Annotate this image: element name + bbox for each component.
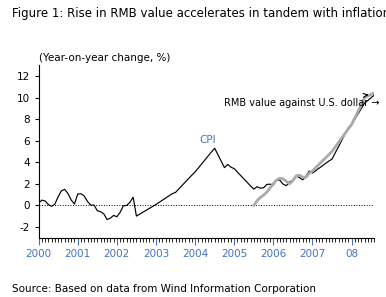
Text: Source: Based on data from Wind Information Corporation: Source: Based on data from Wind Informat… xyxy=(12,284,316,294)
Text: Figure 1: Rise in RMB value accelerates in tandem with inflation: Figure 1: Rise in RMB value accelerates … xyxy=(12,7,386,20)
Text: CPI: CPI xyxy=(200,135,217,145)
Text: (Year-on-year change, %): (Year-on-year change, %) xyxy=(39,53,170,63)
Text: RMB value against U.S. dollar →: RMB value against U.S. dollar → xyxy=(224,94,380,108)
